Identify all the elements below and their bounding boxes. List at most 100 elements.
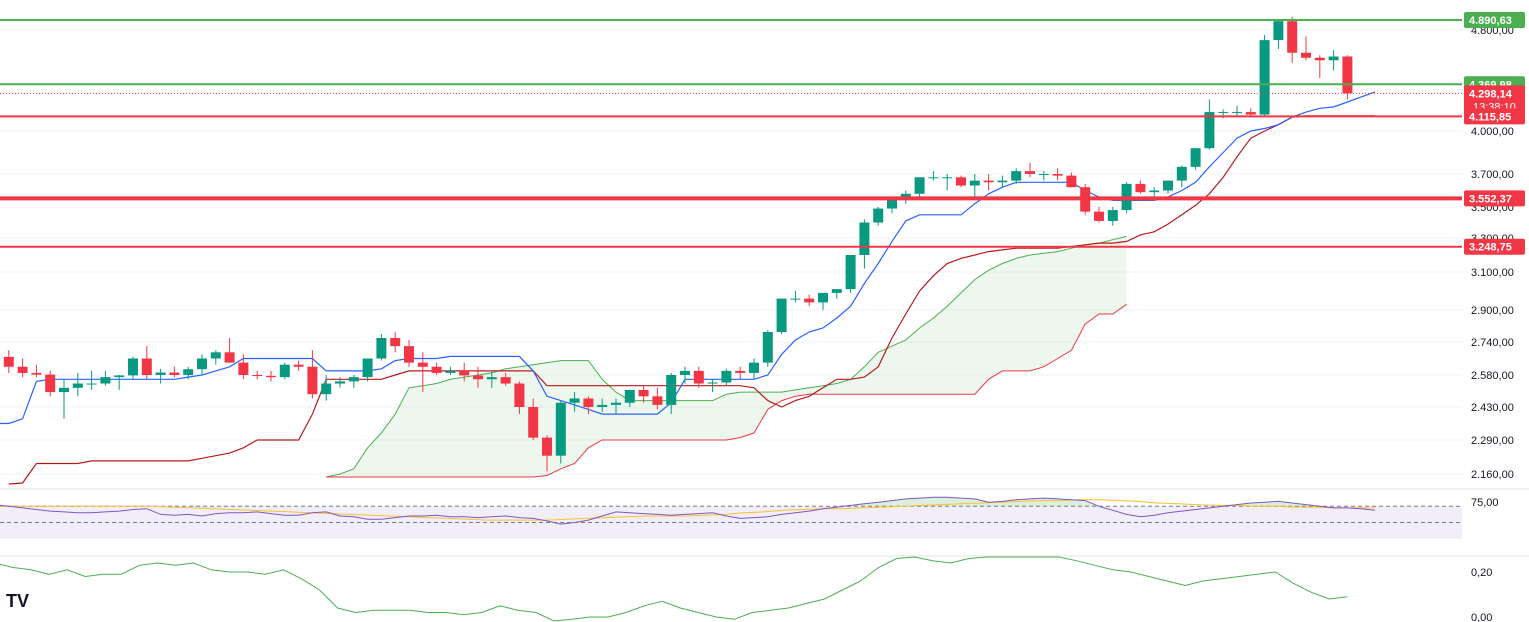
- candle-body: [266, 375, 276, 378]
- candle-body: [1176, 166, 1187, 181]
- candle-body: [279, 364, 290, 378]
- candle-body: [128, 358, 138, 376]
- cloud-segment: [1016, 255, 1030, 371]
- cloud-segment: [381, 414, 396, 477]
- cloud-segment: [478, 372, 492, 477]
- candle-body: [514, 383, 525, 407]
- candle-body: [942, 177, 953, 179]
- cloud-segment: [422, 383, 437, 477]
- candle-body: [404, 346, 414, 363]
- cloud-segment: [491, 368, 506, 477]
- rsi-line: [0, 496, 1376, 525]
- price-axis-tick: 2.160,00: [1471, 469, 1514, 481]
- candle-body: [1273, 21, 1284, 41]
- price-tag-label: 3.552,37: [1469, 193, 1512, 205]
- candle-body: [197, 358, 207, 370]
- price-tag: [1464, 190, 1525, 207]
- candle-body: [224, 352, 235, 363]
- candle-body: [210, 352, 221, 359]
- candle-body: [238, 362, 249, 375]
- candle-body: [845, 255, 856, 290]
- cloud-segment: [767, 392, 782, 410]
- cloud-segment: [685, 400, 699, 440]
- candle-body: [735, 370, 746, 373]
- candle-body: [114, 375, 125, 378]
- logo-text: TV: [6, 591, 29, 611]
- candle-body: [542, 437, 552, 456]
- candle-body: [693, 370, 704, 384]
- candle-body: [335, 381, 345, 384]
- candle-body: [1314, 57, 1325, 61]
- cloud-segment: [1030, 253, 1044, 371]
- candle-body: [652, 396, 663, 405]
- price-tag: [1464, 12, 1525, 28]
- candle-body: [1287, 21, 1298, 53]
- price-axis-tick: 2.740,00: [1471, 337, 1514, 349]
- cloud-segment: [809, 385, 823, 395]
- cloud-segment: [726, 392, 741, 440]
- candle-body: [1011, 171, 1022, 181]
- candle-body: [900, 193, 911, 199]
- price-axis-tick: 2.900,00: [1471, 305, 1514, 317]
- cloud-segment: [1112, 236, 1127, 314]
- candle-body: [1135, 183, 1146, 193]
- candle-body: [818, 292, 828, 303]
- cloud-segment: [933, 306, 948, 395]
- cloud-segment: [795, 387, 810, 397]
- candle-body: [624, 389, 635, 403]
- candle-body: [1232, 112, 1242, 114]
- candle-body: [86, 383, 97, 385]
- price-tag-label: 4.298,14: [1469, 88, 1513, 100]
- cloud-segment: [395, 387, 409, 477]
- candle-body: [169, 372, 180, 375]
- candle-body: [887, 198, 897, 209]
- oscillator-axis-tick: 0,00: [1471, 612, 1492, 622]
- candle-body: [555, 402, 566, 456]
- cloud-segment: [947, 292, 961, 395]
- cloud-segment: [1071, 244, 1086, 351]
- candle-body: [831, 289, 842, 293]
- candle-body: [569, 398, 580, 403]
- candle-body: [362, 358, 373, 378]
- candle-body: [417, 362, 428, 367]
- cloud-segment: [657, 400, 672, 440]
- cloud-segment: [464, 375, 478, 477]
- cloud-segment: [629, 400, 644, 440]
- price-tags: 4.890,634.369,984.298,1413:38:104.115,85…: [1464, 12, 1525, 255]
- horizontal-levels[interactable]: [0, 19, 1462, 248]
- price-tag-label: 4.115,85: [1469, 111, 1511, 123]
- candle-body: [859, 222, 870, 255]
- cloud-segment: [836, 379, 851, 395]
- price-axis-tick: 2.430,00: [1471, 402, 1514, 414]
- cloud-segment: [1043, 251, 1058, 367]
- candle-body: [1038, 174, 1049, 175]
- candle-body: [997, 180, 1008, 183]
- candle-body: [1149, 190, 1160, 193]
- tradingview-logo[interactable]: TV: [6, 591, 29, 611]
- candle-body: [1342, 56, 1353, 94]
- cloud-segment: [864, 352, 879, 395]
- senkou-span-a: [326, 235, 1127, 478]
- cloud-segment: [643, 400, 658, 440]
- candle-body: [348, 377, 359, 382]
- cloud-segment: [740, 392, 754, 438]
- rsi-overbought-fill: [0, 497, 1375, 507]
- candle-body: [1094, 211, 1104, 221]
- candle-body: [1301, 52, 1311, 58]
- candle-body: [252, 375, 263, 376]
- candle-body: [473, 375, 483, 380]
- candle-body: [100, 377, 111, 384]
- candle-body: [155, 372, 166, 375]
- price-tag: [1464, 238, 1525, 255]
- candle-body: [45, 374, 56, 393]
- candle-body: [983, 180, 994, 183]
- candle-body: [1052, 174, 1063, 176]
- cloud-segment: [698, 400, 713, 440]
- candle-body: [528, 407, 539, 438]
- candle-body: [459, 370, 470, 376]
- oscillator-line: [0, 556, 1348, 622]
- cloud-segment: [988, 263, 1003, 380]
- cloud-segment: [1057, 248, 1072, 359]
- cloud-segment: [340, 468, 354, 477]
